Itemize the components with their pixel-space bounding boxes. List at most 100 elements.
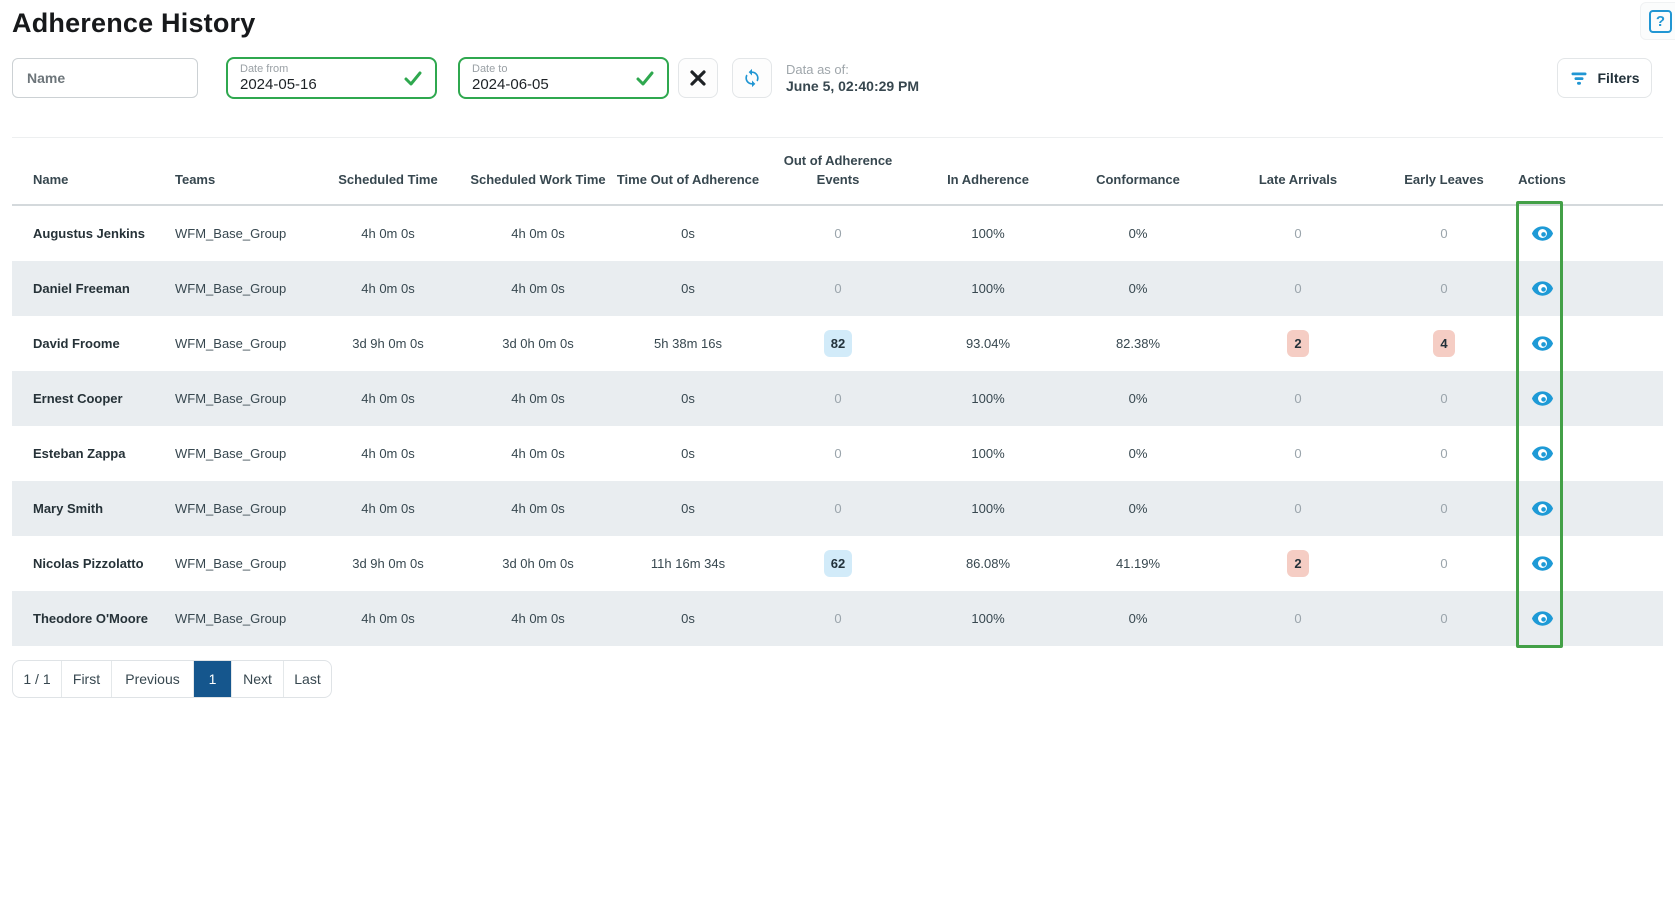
column-header-out-of-adherence-events: Out of Adherence Events (764, 138, 912, 206)
cell-value: 4h 0m 0s (361, 226, 415, 241)
cell-value: 0s (681, 226, 695, 241)
view-details-button[interactable] (1529, 550, 1556, 577)
cell-early-leaves: 0 (1384, 426, 1504, 481)
view-details-button[interactable] (1529, 495, 1556, 522)
cell-value: 0 (834, 391, 842, 406)
cell-value: WFM_Base_Group (175, 391, 287, 406)
cell-value: 3d 9h 0m 0s (352, 556, 424, 571)
cell-in-adherence: 93.04% (912, 316, 1064, 371)
cell-scheduled-time: 3d 9h 0m 0s (312, 316, 464, 371)
refresh-button[interactable] (732, 58, 772, 98)
cell-value: 100% (971, 391, 1005, 406)
cell-early-leaves: 0 (1384, 261, 1504, 316)
cell-teams: WFM_Base_Group (167, 261, 312, 316)
cell-early-leaves: 0 (1384, 371, 1504, 426)
cell-value: 0s (681, 501, 695, 516)
cell-actions (1504, 371, 1580, 426)
clear-dates-button[interactable] (678, 58, 718, 98)
column-header-teams: Teams (167, 138, 312, 206)
cell-value: Daniel Freeman (33, 281, 130, 296)
cell-name: Nicolas Pizzolatto (12, 536, 167, 591)
cell-spacer (1580, 261, 1663, 316)
cell-late-arrivals: 0 (1212, 591, 1384, 646)
cell-in-adherence: 100% (912, 206, 1064, 261)
cell-scheduled-work-time: 4h 0m 0s (464, 371, 612, 426)
cell-value: 0% (1128, 501, 1148, 516)
cell-spacer (1580, 481, 1663, 536)
filter-bar: Date from 2024-05-16 Date to 2024-06-05 (12, 57, 1663, 99)
cell-spacer (1580, 426, 1663, 481)
view-details-button[interactable] (1529, 220, 1556, 247)
cell-time-out-of-adherence: 0s (612, 426, 764, 481)
cell-value: 3d 9h 0m 0s (352, 336, 424, 351)
pagination-next-button[interactable]: Next (231, 661, 283, 697)
cell-early-leaves: 0 (1384, 536, 1504, 591)
cell-out-of-adherence-events: 82 (764, 316, 912, 371)
name-filter-input[interactable] (12, 58, 198, 98)
cell-out-of-adherence-events: 62 (764, 536, 912, 591)
cell-scheduled-time: 4h 0m 0s (312, 261, 464, 316)
cell-value: 3d 0h 0m 0s (502, 556, 574, 571)
column-header-scheduled-time: Scheduled Time (312, 138, 464, 206)
eye-icon (1531, 555, 1553, 571)
table-row: Esteban Zappa WFM_Base_Group 4h 0m 0s 4h 0m… (12, 426, 1663, 481)
cell-scheduled-work-time: 3d 0h 0m 0s (464, 536, 612, 591)
cell-conformance: 82.38% (1064, 316, 1212, 371)
view-details-button[interactable] (1529, 275, 1556, 302)
cell-scheduled-time: 4h 0m 0s (312, 426, 464, 481)
cell-value: WFM_Base_Group (175, 336, 287, 351)
cell-value: 2 (1287, 550, 1309, 577)
cell-value: 100% (971, 611, 1005, 626)
pagination-current-page[interactable]: 1 (193, 661, 231, 697)
cell-value: 0 (1440, 611, 1448, 626)
cell-spacer (1580, 591, 1663, 646)
header-row: Name Teams Scheduled Time Scheduled Work Ti… (12, 138, 1663, 206)
cell-name: Ernest Cooper (12, 371, 167, 426)
filters-button[interactable]: Filters (1557, 58, 1652, 98)
cell-teams: WFM_Base_Group (167, 206, 312, 261)
cell-value: WFM_Base_Group (175, 281, 287, 296)
cell-name: Daniel Freeman (12, 261, 167, 316)
cell-teams: WFM_Base_Group (167, 481, 312, 536)
cell-name: Augustus Jenkins (12, 206, 167, 261)
cell-in-adherence: 100% (912, 371, 1064, 426)
adherence-table: Name Teams Scheduled Time Scheduled Work Ti… (12, 137, 1663, 646)
view-details-button[interactable] (1529, 605, 1556, 632)
cell-value: Esteban Zappa (33, 446, 126, 461)
help-button[interactable]: ? (1640, 2, 1675, 40)
date-from-field[interactable]: Date from 2024-05-16 (226, 57, 437, 99)
cell-scheduled-work-time: 4h 0m 0s (464, 591, 612, 646)
cell-scheduled-time: 4h 0m 0s (312, 206, 464, 261)
cell-early-leaves: 0 (1384, 591, 1504, 646)
cell-conformance: 41.19% (1064, 536, 1212, 591)
date-to-field[interactable]: Date to 2024-06-05 (458, 57, 669, 99)
eye-icon (1531, 500, 1553, 516)
view-details-button[interactable] (1529, 440, 1556, 467)
pagination-previous-button[interactable]: Previous (111, 661, 193, 697)
pagination-last-button[interactable]: Last (283, 661, 331, 697)
view-details-button[interactable] (1529, 385, 1556, 412)
column-header-name: Name (12, 138, 167, 206)
cell-value: 86.08% (965, 556, 1011, 571)
pagination-first-button[interactable]: First (61, 661, 111, 697)
cell-value: 0% (1128, 281, 1148, 296)
cell-late-arrivals: 0 (1212, 261, 1384, 316)
cell-value: 0 (1294, 391, 1302, 406)
cell-value: 0% (1128, 391, 1148, 406)
cell-scheduled-work-time: 4h 0m 0s (464, 426, 612, 481)
refresh-icon (745, 68, 759, 88)
cell-value: 0 (1294, 501, 1302, 516)
eye-icon (1531, 445, 1553, 461)
cell-value: 4h 0m 0s (511, 391, 565, 406)
cell-value: 0 (1294, 611, 1302, 626)
table-row: David Froome WFM_Base_Group 3d 9h 0m 0s 3d … (12, 316, 1663, 371)
column-header-time-out-of-adherence: Time Out of Adherence (612, 138, 764, 206)
cell-conformance: 0% (1064, 206, 1212, 261)
table-row: Augustus Jenkins WFM_Base_Group 4h 0m 0s 4h… (12, 206, 1663, 261)
view-details-button[interactable] (1529, 330, 1556, 357)
cell-time-out-of-adherence: 11h 16m 34s (612, 536, 764, 591)
eye-icon (1531, 225, 1553, 241)
cell-scheduled-work-time: 3d 0h 0m 0s (464, 316, 612, 371)
table-row: Mary Smith WFM_Base_Group 4h 0m 0s 4h 0m 0s… (12, 481, 1663, 536)
